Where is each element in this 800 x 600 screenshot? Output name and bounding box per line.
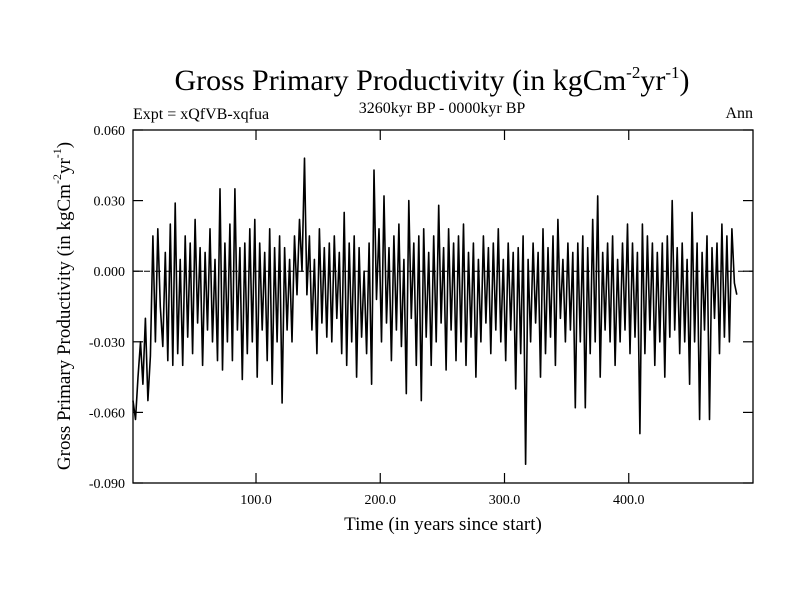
season-label: Ann (725, 105, 753, 122)
y-axis-label: Gross Primary Productivity (in kgCm-2yr-… (50, 142, 75, 470)
gpp-series-line (132, 157, 738, 466)
y-tick-label: -0.030 (89, 336, 125, 351)
y-tick-label: -0.090 (89, 477, 125, 492)
experiment-label: Expt = xQfVB-xqfua (133, 106, 269, 123)
chart-title: Gross Primary Productivity (in kgCm-2yr-… (175, 63, 690, 97)
y-tick-label: 0.030 (94, 195, 126, 210)
x-tick-label: 400.0 (613, 493, 645, 508)
y-tick-label: 0.060 (94, 124, 126, 139)
plot-frame (132, 129, 754, 484)
x-tick-label: 100.0 (240, 493, 272, 508)
x-tick-label: 300.0 (489, 493, 521, 508)
x-tick-label: 200.0 (365, 493, 397, 508)
x-axis-label: Time (in years since start) (344, 514, 542, 535)
y-axis: 0.060 0.030 0.000 -0.030 -0.060 -0.090 (89, 124, 753, 492)
y-tick-label: 0.000 (94, 265, 126, 280)
time-range-label: 3260kyr BP - 0000kyr BP (359, 100, 526, 117)
x-axis: 100.0 200.0 300.0 400.0 (240, 130, 645, 508)
y-tick-label: -0.060 (89, 406, 125, 421)
